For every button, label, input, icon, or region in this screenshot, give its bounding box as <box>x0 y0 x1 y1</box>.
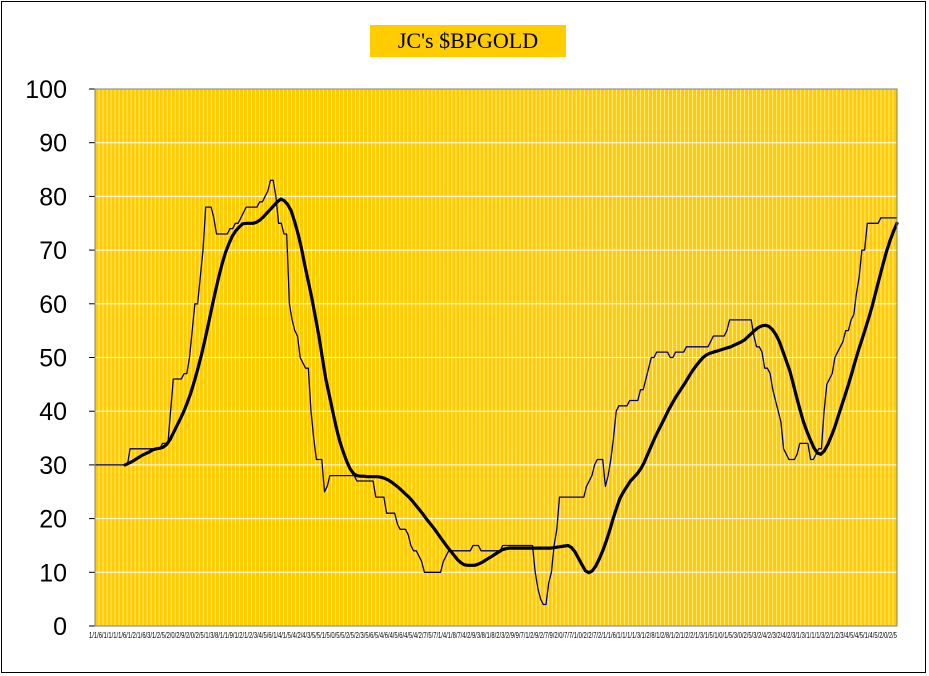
y-tick-label: 60 <box>39 291 67 319</box>
y-axis-tick-labels: 0 10 20 30 40 50 60 70 80 90 100 <box>25 76 95 641</box>
grid-lines <box>95 89 897 626</box>
y-tick-label: 30 <box>39 452 67 480</box>
y-tick-label: 80 <box>39 183 67 211</box>
plot-border <box>94 88 898 627</box>
y-tick-label: 20 <box>39 506 67 534</box>
chart-title: JC's $BPGOLD <box>370 25 566 57</box>
y-tick-label: 70 <box>39 237 67 265</box>
y-tick-label: 100 <box>25 76 67 104</box>
y-tick-label: 40 <box>39 398 67 426</box>
y-tick-label: 0 <box>53 613 67 641</box>
series-line-raw <box>94 179 898 606</box>
y-tick-label: 90 <box>39 130 67 158</box>
y-tick-label: 50 <box>39 345 67 373</box>
series-line-smoothed <box>123 197 899 575</box>
series-lines <box>94 179 899 606</box>
x-axis-tick-labels: 1/1/6/1/1/1/1/6/1/2/1/6/3/1/2/5/2/0/2/9/… <box>89 631 897 640</box>
y-tick-label: 10 <box>39 559 67 587</box>
